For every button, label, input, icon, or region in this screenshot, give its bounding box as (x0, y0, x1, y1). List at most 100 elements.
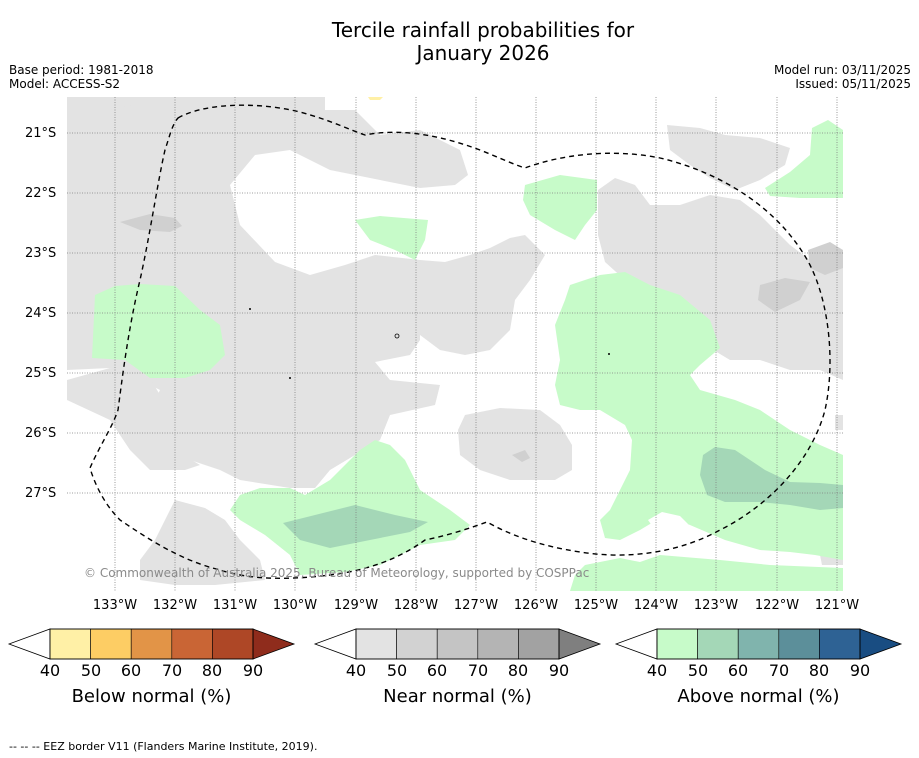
colorbar-below-tick: 60 (120, 661, 142, 680)
lat-label: 26°S (25, 426, 57, 441)
colorbar-arrow-right (252, 628, 296, 660)
lon-label: 132°W (152, 598, 198, 613)
colorbar-swatch (212, 628, 254, 660)
lon-label: 121°W (814, 598, 860, 613)
colorbar-above-tick: 80 (808, 661, 830, 680)
colorbar-near-tick: 50 (386, 661, 408, 680)
colorbar-swatch (737, 628, 780, 660)
map-area (67, 97, 843, 591)
colorbar-swatch (49, 628, 91, 660)
above-normal-50-patch-south (283, 505, 428, 548)
colorbar-below-tick: 40 (39, 661, 61, 680)
island-dot (289, 377, 291, 379)
colorbar-swatch (130, 628, 173, 660)
island-dot (608, 353, 610, 355)
eez-border (89, 104, 831, 579)
lat-label: 27°S (25, 486, 57, 501)
lon-label: 122°W (754, 598, 800, 613)
above-normal-region-southeast (570, 555, 843, 591)
near-normal-region-lowerwest (67, 368, 200, 470)
colorbar-frame (49, 628, 254, 660)
near-normal-region-southwest (140, 500, 265, 585)
near-normal-region-central-north (418, 235, 545, 355)
colorbar-arrow-right (558, 628, 602, 660)
colorbar-swatch (396, 628, 438, 660)
lon-label: 125°W (573, 598, 619, 613)
meta-right: Model run: 03/11/2025 Issued: 05/11/2025 (774, 63, 911, 91)
colorbar-swatch (90, 628, 132, 660)
above-normal-region-north (355, 216, 428, 260)
colorbar-above-tick: 70 (768, 661, 790, 680)
colorbar-swatch (171, 628, 213, 660)
model-run: Model run: 03/11/2025 (773, 63, 911, 77)
colorbar-near-tick: 90 (548, 661, 570, 680)
lat-label: 24°S (25, 306, 57, 321)
colorbar-below-title: Below normal (%) (71, 686, 232, 707)
eez-footnote: -- -- -- EEZ border V11 (Flanders Marine… (9, 740, 318, 753)
above-normal-region-northeast (765, 120, 843, 198)
colorbar-swatch (355, 628, 397, 660)
colorbar-above-tick: 50 (687, 661, 709, 680)
lon-label: 128°W (393, 598, 439, 613)
near-normal-region-eastedge (835, 415, 843, 430)
colorbar-swatch (778, 628, 820, 660)
map-title: Tercile rainfall probabilities for Janua… (0, 19, 919, 65)
colorbar-swatch (436, 628, 479, 660)
above-normal-hole (648, 512, 688, 532)
colorbar-above (614, 628, 903, 660)
lat-label: 23°S (25, 246, 57, 261)
colorbar-frame (656, 628, 861, 660)
lon-label: 124°W (633, 598, 679, 613)
colorbar-above-tick: 60 (727, 661, 749, 680)
colorbar-near-title: Near normal (%) (383, 686, 532, 707)
title-line-2: January 2026 (416, 41, 550, 65)
colorbar-swatch (819, 628, 861, 660)
colorbar-near-tick: 60 (426, 661, 448, 680)
colorbar-arrow-left (614, 628, 658, 660)
colorbar-below-tick: 90 (242, 661, 264, 680)
colorbar-swatch (477, 628, 519, 660)
island-dot (249, 308, 251, 310)
meta-left: Base period: 1981-2018 Model: ACCESS-S2 (9, 63, 154, 91)
above-normal-50-patch-east (700, 447, 843, 510)
lon-label: 130°W (272, 598, 318, 613)
model-name: Model: ACCESS-S2 (9, 77, 121, 91)
lat-label: 22°S (25, 186, 57, 201)
colorbar-arrow-left (7, 628, 51, 660)
lon-label: 133°W (92, 598, 138, 613)
title-line-1: Tercile rainfall probabilities for (331, 18, 635, 42)
colorbar-near-tick: 80 (507, 661, 529, 680)
colorbar-near (313, 628, 602, 660)
colorbar-near-tick: 40 (345, 661, 367, 680)
issued-date: Issued: 05/11/2025 (795, 77, 911, 91)
near-normal-50-patch-d (512, 450, 530, 462)
island-ring (394, 333, 400, 339)
near-normal-50-patch-b (758, 278, 810, 312)
lat-label: 21°S (25, 126, 57, 141)
colorbar-arrow-right (859, 628, 903, 660)
colorbar-below (7, 628, 296, 660)
colorbar-above-tick: 90 (849, 661, 871, 680)
colorbar-below-tick: 50 (80, 661, 102, 680)
near-normal-region-westedge (67, 103, 210, 240)
lon-label: 127°W (453, 598, 499, 613)
above-normal-region-northcenter (523, 175, 597, 240)
colorbar-frame (355, 628, 560, 660)
colorbar-swatch (656, 628, 698, 660)
lon-label: 126°W (513, 598, 559, 613)
lon-label: 123°W (693, 598, 739, 613)
near-normal-region-east (598, 178, 843, 380)
near-normal-50-patch-c (808, 242, 843, 275)
near-normal-region-northeast (667, 125, 790, 190)
colorbar-above-tick: 40 (646, 661, 668, 680)
lon-label: 131°W (212, 598, 258, 613)
colorbar-above-title: Above normal (%) (677, 686, 840, 707)
base-period: Base period: 1981-2018 (9, 63, 154, 77)
colorbar-swatch (697, 628, 739, 660)
lat-label: 25°S (25, 366, 57, 381)
colorbar-arrow-left (313, 628, 357, 660)
near-normal-region-center-south (458, 408, 572, 480)
colorbar-swatch (518, 628, 560, 660)
colorbar-below-tick: 80 (201, 661, 223, 680)
